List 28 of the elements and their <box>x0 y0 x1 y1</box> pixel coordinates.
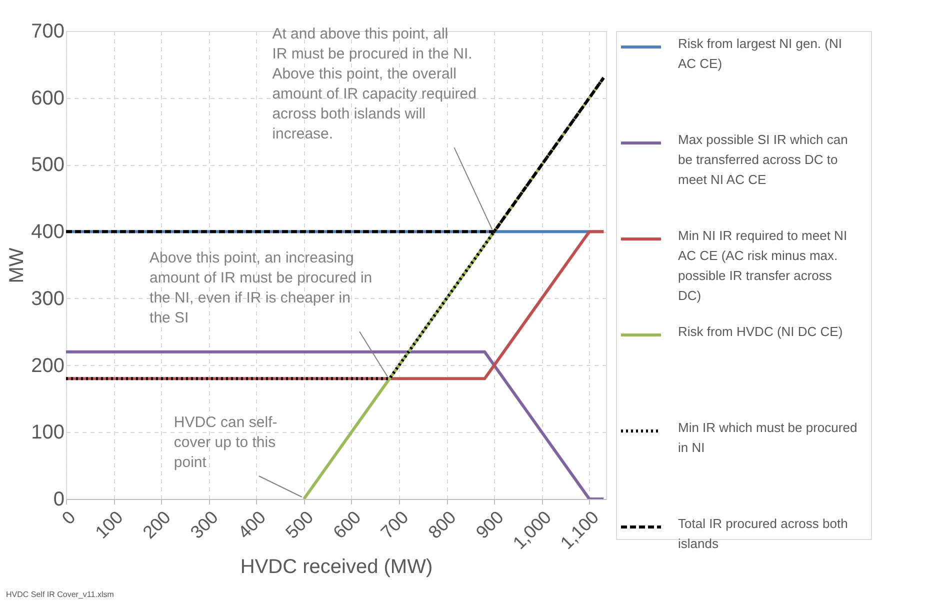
x-tick-label: 300 <box>186 507 222 542</box>
legend-label: Min IR which must be procured in NI <box>678 420 858 455</box>
legend-label: Risk from HVDC (NI DC CE) <box>678 324 843 339</box>
x-axis-title: HVDC received (MW) <box>240 556 433 578</box>
y-axis-title: MW <box>6 248 28 284</box>
annotation: HVDC can self-cover up to this point <box>174 414 278 471</box>
x-tick-label: 200 <box>138 507 174 542</box>
y-tick-label: 300 <box>31 288 64 310</box>
x-tick-label: 500 <box>282 507 318 542</box>
legend-label: Min NI IR required to meet NI AC CE (AC risk minus max. possible IR transfer across DC) <box>678 228 848 303</box>
y-tick-label: 700 <box>31 20 64 42</box>
x-tick-label: 100 <box>91 507 127 542</box>
y-tick-label: 200 <box>31 354 64 377</box>
annotation: Above this point, an increasing amount of IR must be procured in the NI, even if IR is cheaper in the SI <box>150 250 372 327</box>
legend-label: Total IR procured across both islands <box>678 516 848 551</box>
x-tick-label: 800 <box>424 507 460 542</box>
x-tick-label: 900 <box>472 507 508 542</box>
y-tick-label: 600 <box>31 87 64 110</box>
y-tick-label: 400 <box>31 221 64 244</box>
y-tick-label: 500 <box>31 154 64 176</box>
legend-label: Risk from largest NI gen. (NI AC CE) <box>678 36 842 71</box>
x-tick-label: 400 <box>234 507 270 542</box>
legend-label: Max possible SI IR which can be transferred across DC to meet NI AC CE <box>678 132 848 187</box>
x-tick-label: 600 <box>329 507 365 542</box>
text: HVDC Self IR Cover_v11.xlsm <box>6 590 114 599</box>
annotation: At and above this point, all IR must be procured in the NI. Above this point, the overall amount of IR capacity required across both islands will increase. <box>272 26 476 143</box>
y-tick-label: 100 <box>31 422 64 444</box>
x-tick-label: 700 <box>376 507 412 542</box>
